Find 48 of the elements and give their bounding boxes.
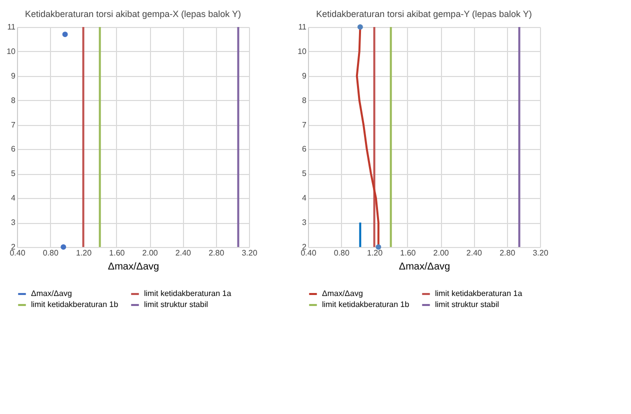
y-tick-label: 7 — [11, 120, 16, 130]
y-tick-label: 8 — [11, 96, 16, 105]
legend-label: limit ketidakberaturan 1b — [31, 300, 119, 309]
legend-label: limit struktur stabil — [144, 300, 208, 309]
y-tick-label: 8 — [302, 96, 308, 105]
y-tick-label: 11 — [298, 22, 308, 32]
x-tick-label: 2.80 — [208, 248, 225, 258]
x-tick-label: 1.20 — [366, 248, 384, 258]
y-tick-label: 9 — [302, 71, 308, 80]
x-tick-label: 2.40 — [466, 248, 483, 258]
y-tick-label: 5 — [302, 169, 308, 178]
x-tick-label: 0.40 — [10, 248, 26, 258]
y-tick-label: 6 — [302, 144, 308, 154]
x-tick-label: 0.80 — [334, 248, 350, 258]
x-tick-label: 1.20 — [76, 248, 92, 258]
x-tick-label: 3.20 — [532, 248, 549, 258]
x-tick-label: 2.00 — [142, 248, 158, 258]
x-axis-title: Δmax/Δavg — [398, 262, 450, 272]
legend-label: limit ketidakberaturan 1b — [322, 300, 410, 309]
x-tick-label: 1.60 — [400, 248, 416, 258]
legend-label: limit struktur stabil — [435, 300, 500, 309]
y-tick-label: 2 — [11, 242, 16, 252]
legend-label: Δmax/Δavg — [31, 289, 72, 298]
y-tick-label: 4 — [11, 194, 16, 203]
y-tick-label: 2 — [302, 242, 308, 252]
x-tick-label: 0.40 — [300, 248, 317, 258]
y-tick-label: 6 — [11, 144, 16, 154]
x-tick-label: 0.80 — [42, 248, 59, 258]
legend-label: limit ketidakberaturan 1a — [435, 289, 523, 298]
y-tick-label: 10 — [6, 46, 16, 56]
y-tick-label: 9 — [11, 71, 16, 80]
y-tick-label: 10 — [298, 46, 308, 56]
y-tick-label: 11 — [7, 22, 16, 32]
x-tick-label: 3.20 — [242, 248, 258, 258]
y-tick-label: 4 — [302, 194, 308, 203]
x-tick-label: 1.60 — [109, 248, 126, 258]
y-tick-label: 7 — [302, 120, 308, 130]
legend-label: limit ketidakberaturan 1a — [144, 289, 232, 298]
chart-title: Ketidakberaturan torsi akibat gempa-Y (lepas balok Y) — [316, 9, 532, 19]
legend-label: Δmax/Δavg — [322, 289, 363, 298]
x-tick-label: 2.40 — [175, 248, 192, 258]
chart-title: Ketidakberaturan torsi akibat gempa-X (lepas balok Y) — [25, 9, 241, 19]
x-tick-label: 2.00 — [433, 248, 450, 258]
y-tick-label: 3 — [11, 218, 16, 228]
x-tick-label: 2.80 — [500, 248, 516, 258]
y-tick-label: 5 — [11, 169, 16, 178]
y-tick-label: 3 — [302, 218, 308, 228]
x-axis-title: Δmax/Δavg — [108, 262, 160, 272]
